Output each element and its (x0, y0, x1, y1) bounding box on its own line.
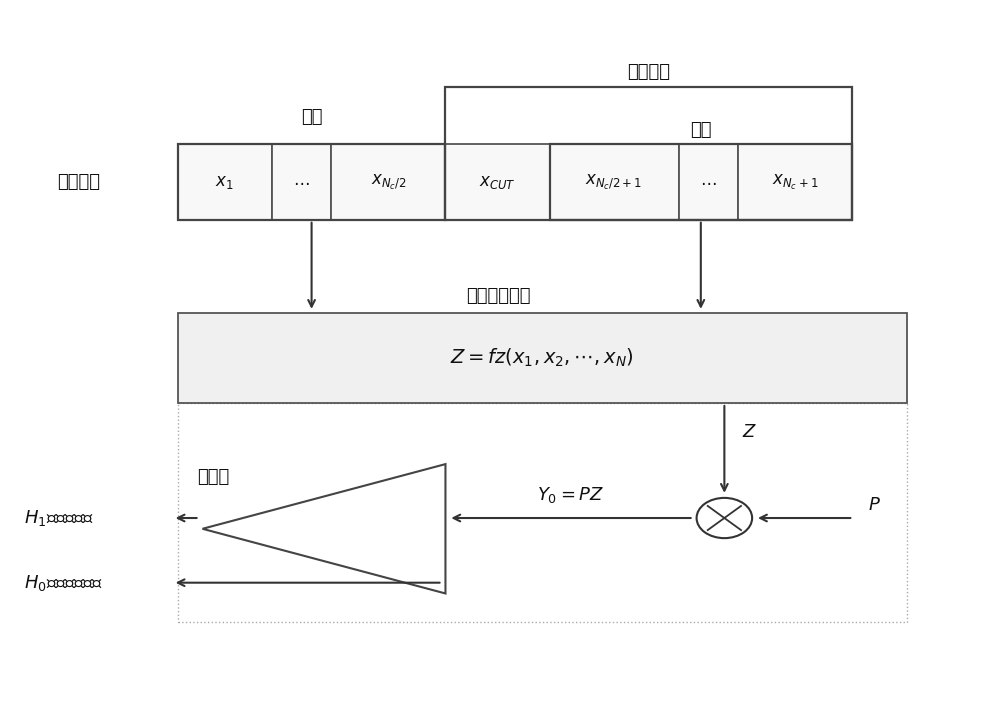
Bar (178, 144, 445, 220)
Text: 包络信号: 包络信号 (57, 173, 100, 191)
Text: $H_0$：目标不存在: $H_0$：目标不存在 (24, 573, 102, 593)
Bar (178, 403, 907, 622)
Bar (738, 144, 852, 220)
Bar (445, 87, 852, 220)
Bar (272, 144, 331, 220)
Text: $P$: $P$ (868, 497, 881, 515)
Text: 前窗: 前窗 (301, 108, 322, 126)
Text: $\cdots$: $\cdots$ (700, 173, 717, 191)
Text: 比较器: 比较器 (198, 467, 230, 486)
Bar (550, 144, 852, 220)
Bar (178, 313, 907, 403)
Text: 后窗: 后窗 (690, 121, 712, 139)
Text: $x_1$: $x_1$ (215, 173, 234, 191)
Text: $x_{N_c+1}$: $x_{N_c+1}$ (772, 172, 818, 192)
Bar (445, 144, 550, 220)
Text: $Z = fz(x_1, x_2, \cdots, x_N)$: $Z = fz(x_1, x_2, \cdots, x_N)$ (450, 347, 634, 369)
Text: $Z$: $Z$ (742, 423, 757, 441)
Text: 背景功率估计: 背景功率估计 (466, 286, 531, 305)
Text: $x_{N_c/2}$: $x_{N_c/2}$ (371, 172, 406, 192)
Text: $H_1$：目标存在: $H_1$：目标存在 (24, 508, 93, 528)
Bar (331, 144, 445, 220)
Text: $x_{N_c/2+1}$: $x_{N_c/2+1}$ (585, 172, 643, 192)
Bar (178, 144, 272, 220)
Text: $Y_0 = PZ$: $Y_0 = PZ$ (537, 485, 605, 505)
Bar (679, 144, 738, 220)
Text: $\cdots$: $\cdots$ (293, 173, 310, 191)
Bar (550, 144, 678, 220)
Text: 测试单元: 测试单元 (627, 63, 670, 81)
Text: $x_{CUT}$: $x_{CUT}$ (479, 173, 516, 191)
